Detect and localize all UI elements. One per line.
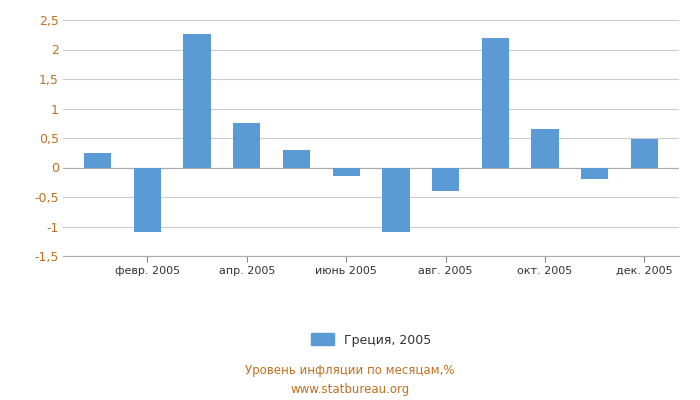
Bar xyxy=(432,168,459,191)
Bar xyxy=(482,38,509,168)
Bar xyxy=(382,168,410,232)
Text: Уровень инфляции по месяцам,%
www.statbureau.org: Уровень инфляции по месяцам,% www.statbu… xyxy=(245,364,455,396)
Legend: Греция, 2005: Греция, 2005 xyxy=(306,328,436,352)
Bar xyxy=(233,123,260,168)
Bar xyxy=(84,153,111,168)
Bar xyxy=(631,138,658,168)
Bar xyxy=(581,168,608,179)
Bar xyxy=(531,129,559,168)
Bar xyxy=(283,150,310,168)
Bar xyxy=(134,168,161,232)
Bar xyxy=(183,34,211,168)
Bar xyxy=(332,168,360,176)
